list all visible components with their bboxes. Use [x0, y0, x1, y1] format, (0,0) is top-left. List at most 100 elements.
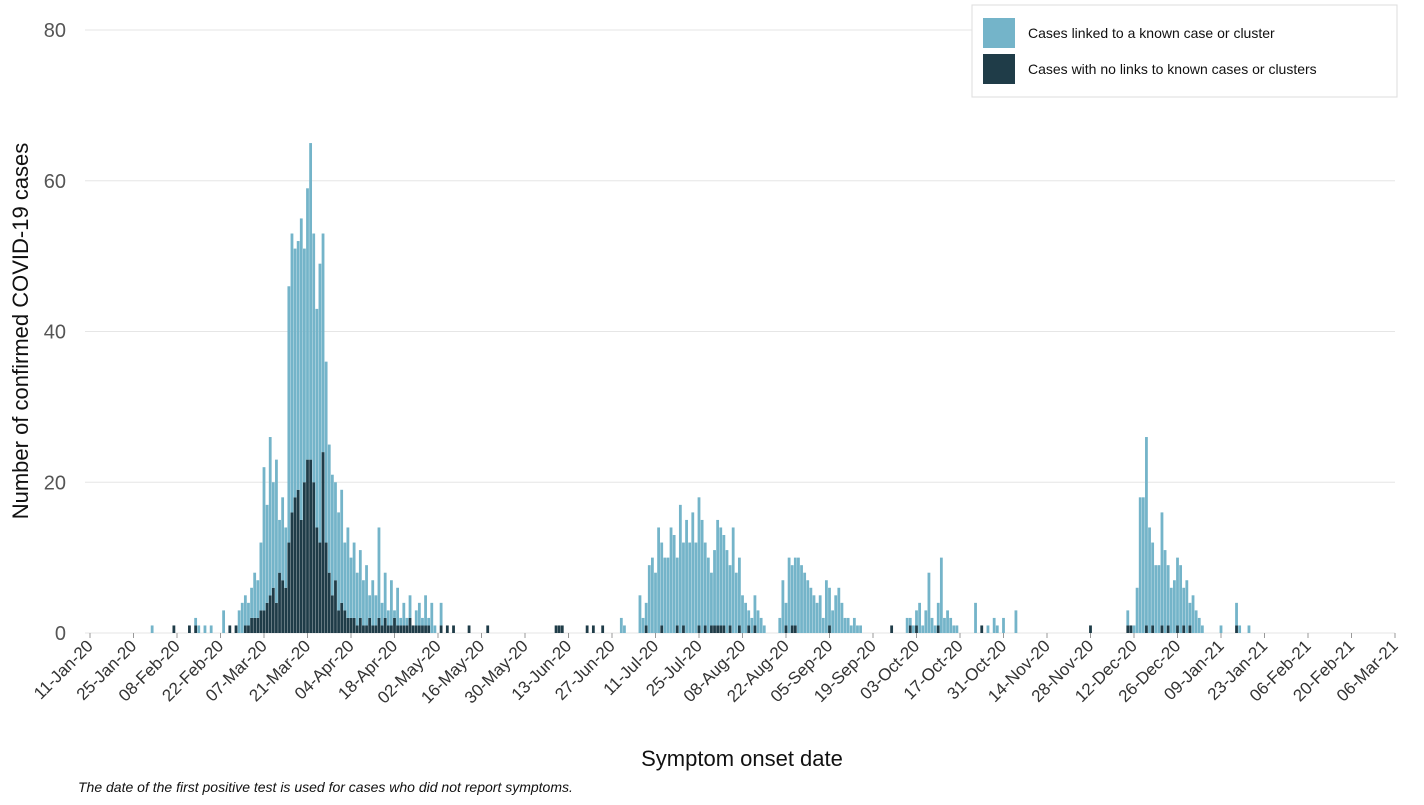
- bar-segment: [262, 467, 266, 611]
- bar-segment: [560, 625, 564, 633]
- bar-segment: [250, 617, 253, 633]
- bar-segment: [352, 542, 356, 618]
- bar-segment: [299, 519, 303, 633]
- bar-segment: [601, 625, 605, 633]
- bar-segment: [287, 542, 291, 633]
- bar-segment: [697, 625, 701, 633]
- footnote: The date of the first positive test is u…: [78, 779, 573, 795]
- bar-segment: [371, 580, 375, 626]
- bar-segment: [203, 625, 207, 633]
- bar-segment: [995, 625, 999, 633]
- bar-segment: [417, 625, 421, 633]
- bar-segment: [368, 617, 372, 633]
- bar-segment: [405, 625, 409, 633]
- bar-segment: [380, 625, 384, 633]
- bar-segment: [1126, 625, 1130, 633]
- bar-segment: [315, 527, 319, 633]
- bar-segment: [334, 482, 337, 581]
- bar-segment: [918, 602, 922, 633]
- bar-segment: [843, 617, 847, 633]
- bar-segment: [812, 595, 816, 633]
- bar-segment: [697, 497, 701, 626]
- bar-segment: [302, 248, 306, 483]
- bar-segment: [1238, 625, 1242, 633]
- bar-segment: [306, 188, 309, 460]
- bar-segment: [710, 625, 713, 633]
- bar-segment: [228, 625, 232, 633]
- bar-segment: [890, 625, 894, 633]
- bar-segment: [365, 565, 368, 626]
- bar-segment: [1145, 437, 1148, 626]
- bar-segment: [927, 572, 931, 633]
- bar-segment: [1200, 625, 1204, 633]
- bar-segment: [408, 617, 412, 633]
- bar-segment: [377, 617, 381, 633]
- bar-segment: [688, 542, 692, 633]
- bar-segment: [638, 595, 642, 633]
- bar-segment: [318, 542, 322, 633]
- bar-segment: [259, 610, 263, 633]
- bar-segment: [243, 595, 247, 626]
- bar-segment: [725, 550, 729, 633]
- bar-segment: [362, 625, 365, 633]
- bar-segment: [1172, 580, 1176, 633]
- bar-segment: [623, 625, 626, 633]
- bar-segment: [278, 572, 281, 633]
- bar-segment: [243, 625, 247, 633]
- bar-segment: [334, 580, 337, 633]
- bar-segment: [675, 557, 679, 626]
- bar-segment: [682, 625, 685, 633]
- bar-segment: [358, 550, 362, 618]
- bar-segment: [299, 218, 303, 520]
- y-tick-label: 80: [44, 20, 66, 42]
- bar-segment: [936, 602, 940, 626]
- bar-segment: [1179, 565, 1183, 633]
- bar-segment: [427, 617, 431, 626]
- bar-segment: [386, 610, 390, 626]
- bar-segment: [731, 527, 735, 633]
- legend: Cases linked to a known case or cluster C…: [971, 4, 1398, 98]
- bar-segment: [318, 263, 322, 543]
- bar-segment: [247, 625, 250, 633]
- bar-segment: [753, 595, 757, 626]
- bar-segment: [949, 617, 953, 633]
- bar-segment: [349, 557, 353, 618]
- bar-segment: [337, 610, 340, 633]
- bar-segment: [439, 625, 443, 633]
- bar-segment: [1166, 625, 1170, 633]
- bar-segment: [315, 308, 319, 528]
- bar-segment: [908, 625, 912, 633]
- bar-segment: [371, 625, 375, 633]
- bar-segment: [312, 233, 316, 483]
- bar-segment: [824, 580, 828, 633]
- bar-segment: [737, 557, 741, 626]
- bar-segment: [1182, 587, 1186, 626]
- bar-segment: [1219, 625, 1223, 633]
- bar-segment: [837, 587, 841, 633]
- bar-segment: [1138, 497, 1142, 633]
- bar-segment: [831, 610, 835, 633]
- bar-segment: [1191, 595, 1195, 633]
- bar-segment: [194, 625, 198, 633]
- bar-segment: [936, 625, 940, 633]
- bar-segment: [719, 527, 723, 626]
- bar-segment: [728, 565, 732, 626]
- bar-segment: [209, 625, 213, 633]
- bar-segment: [663, 557, 667, 633]
- bar-segment: [859, 625, 862, 633]
- bar-segment: [234, 625, 238, 633]
- bar-segment: [386, 625, 390, 633]
- bar-segment: [939, 557, 943, 633]
- bar-segment: [365, 625, 368, 633]
- bar-segment: [1145, 625, 1148, 633]
- bar-segment: [784, 602, 788, 626]
- bar-segment: [1135, 587, 1139, 633]
- bar-segment: [1141, 497, 1145, 633]
- bar-segment: [650, 557, 654, 633]
- bar-segment: [362, 580, 365, 626]
- bar-segment: [343, 542, 347, 611]
- bar-segment: [585, 625, 589, 633]
- bar-segment: [268, 595, 272, 633]
- bar-segment: [439, 602, 443, 626]
- bar-segment: [302, 482, 306, 633]
